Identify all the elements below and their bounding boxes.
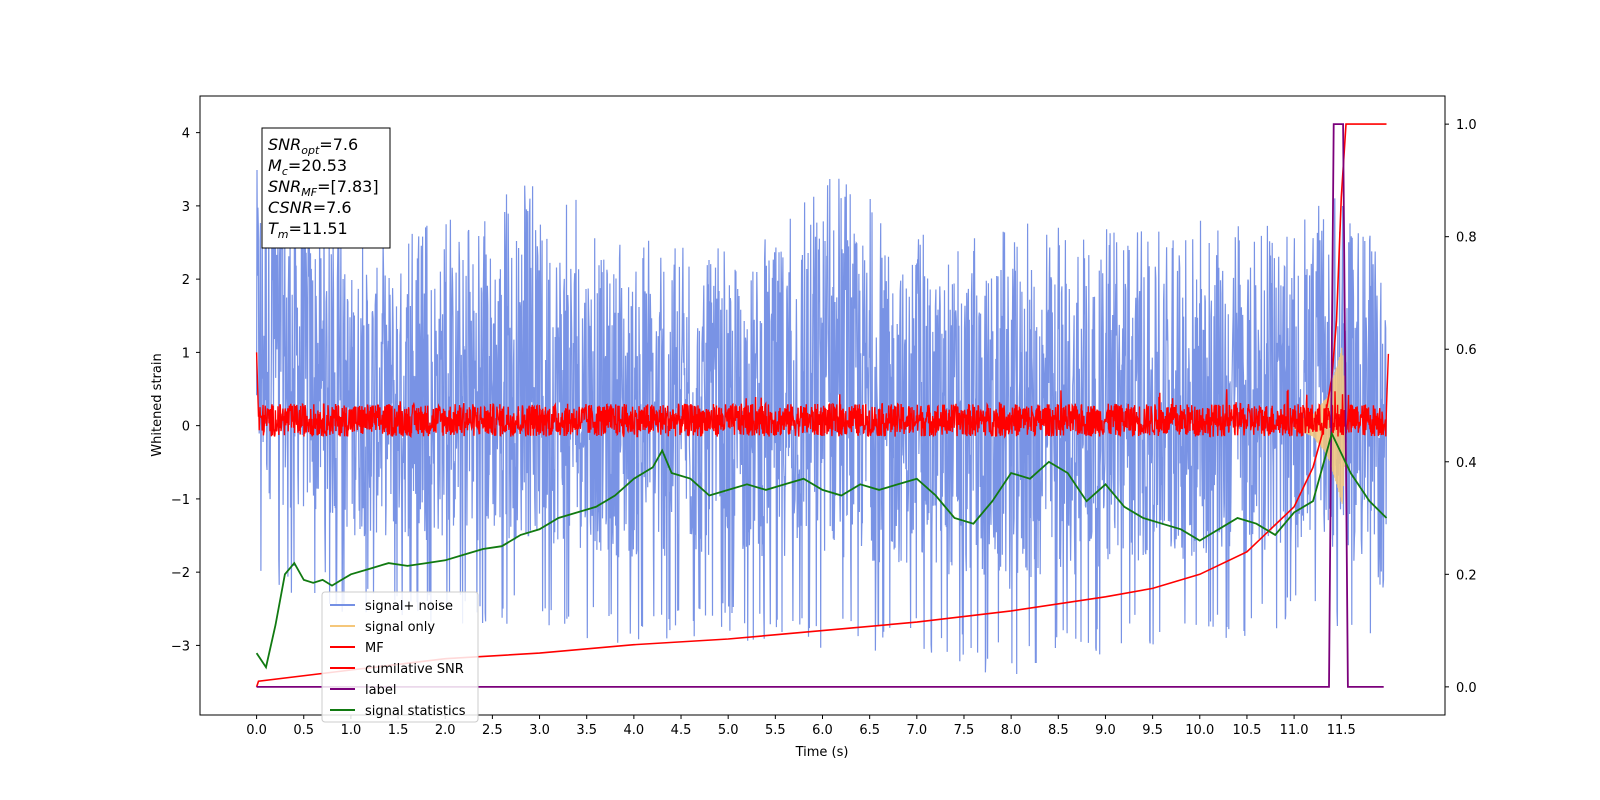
x-axis-title: Time (s): [795, 745, 849, 760]
x-tick-label: 8.5: [1048, 723, 1069, 738]
legend-label: cumilative SNR: [365, 662, 464, 677]
y-axis-right: 1.0 0.8 0.6 0.4 0.2 0.0: [1445, 118, 1477, 696]
x-tick-label: 2.5: [482, 723, 503, 738]
y-right-tick-label: 0.6: [1456, 343, 1477, 358]
y-right-tick-label: 1.0: [1456, 118, 1477, 133]
legend-label: label: [365, 683, 396, 698]
annotation-line: CSNR=7.6: [268, 198, 352, 217]
x-tick-label: 8.0: [1001, 723, 1022, 738]
y-left-tick-label: −1: [171, 493, 190, 508]
legend-label: signal+ noise: [365, 599, 453, 614]
annotation-line: SNRopt=7.6: [268, 135, 358, 157]
annotation-line: Tm=11.51: [268, 219, 348, 241]
x-tick-label: 6.0: [812, 723, 833, 738]
y-left-tick-label: 1: [182, 346, 190, 361]
x-tick-label: 9.0: [1095, 723, 1116, 738]
y-left-tick-label: −3: [171, 639, 190, 654]
x-tick-label: 4.0: [624, 723, 645, 738]
x-tick-label: 5.0: [718, 723, 739, 738]
x-tick-label: 7.0: [906, 723, 927, 738]
x-tick-label: 4.5: [671, 723, 692, 738]
x-tick-label: 0.5: [293, 723, 314, 738]
series-label-line: [256, 123, 1384, 688]
annotation-line: SNRMF=[7.83]: [268, 177, 379, 199]
series-layer: [255, 123, 1390, 688]
legend-label: MF: [365, 641, 384, 656]
x-tick-label: 1.0: [341, 723, 362, 738]
x-tick-label: 7.5: [954, 723, 975, 738]
y-left-tick-label: −2: [171, 566, 190, 581]
y-left-tick-label: 4: [182, 127, 190, 142]
y-axis-left: 4 3 2 1 0 −1 −2 −3: [171, 127, 200, 654]
legend: signal+ noise signal only MF cumilative SNR…: [321, 591, 479, 723]
x-tick-label: 10.5: [1232, 723, 1261, 738]
legend-frame: [321, 591, 479, 723]
x-tick-label: 0.0: [246, 723, 267, 738]
y-left-tick-label: 3: [182, 200, 190, 215]
y-right-tick-label: 0.8: [1456, 231, 1477, 246]
legend-label: signal only: [365, 620, 435, 635]
x-tick-label: 3.5: [576, 723, 597, 738]
x-tick-label: 5.5: [765, 723, 786, 738]
x-tick-label: 9.5: [1142, 723, 1163, 738]
y-right-tick-label: 0.0: [1456, 681, 1477, 696]
series-cumulative-snr-line: [255, 123, 1387, 688]
y-right-tick-label: 0.2: [1456, 568, 1477, 583]
x-tick-label: 3.0: [529, 723, 550, 738]
y-axis-title: Whitened strain: [150, 353, 165, 456]
x-tick-label: 1.5: [388, 723, 409, 738]
x-tick-label: 11.0: [1280, 723, 1309, 738]
y-left-tick-label: 2: [182, 273, 190, 288]
x-tick-label: 11.5: [1327, 723, 1356, 738]
x-tick-label: 2.0: [435, 723, 456, 738]
x-tick-label: 10.0: [1185, 723, 1214, 738]
legend-label: signal statistics: [365, 704, 466, 719]
y-right-tick-label: 0.4: [1456, 456, 1477, 471]
y-left-tick-label: 0: [182, 420, 190, 435]
series-mf-line: [255, 352, 1390, 439]
annotation-line: Mc=20.53: [268, 156, 347, 178]
x-tick-label: 6.5: [859, 723, 880, 738]
series-signal-noise-line: [256, 160, 1388, 675]
x-axis: 0.0 0.5 1.0 1.5 2.0 2.5 3.0 3.5 4.0 4.5 5.0 5.5 6.0 6…: [246, 715, 1356, 738]
annotation-frame: [261, 127, 391, 249]
series-signal-statistics-line: [255, 431, 1388, 670]
